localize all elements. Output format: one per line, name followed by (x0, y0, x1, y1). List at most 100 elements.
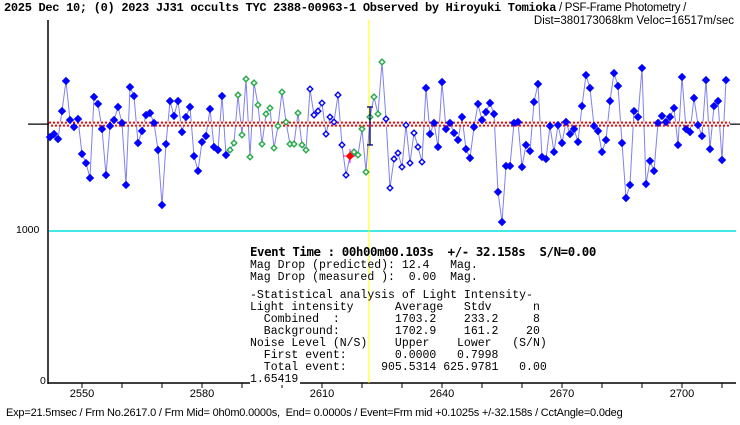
data-point (234, 91, 242, 99)
data-point (529, 97, 539, 107)
x-tick-label: 2610 (309, 388, 335, 400)
data-point (593, 126, 603, 136)
data-point (549, 147, 559, 157)
data-point (97, 124, 107, 134)
data-point (173, 96, 183, 106)
data-point (669, 103, 679, 113)
footer-info: Exp=21.5msec / Frm No.2617.0 / Frm Mid= … (6, 407, 623, 419)
data-point (433, 142, 443, 152)
data-point (469, 122, 479, 132)
data-point (105, 121, 115, 131)
data-point (477, 115, 487, 125)
data-point (326, 113, 334, 121)
data-point (217, 91, 227, 101)
data-point (637, 63, 647, 73)
data-point (338, 141, 346, 149)
data-point (117, 118, 127, 128)
x-tick-label: 2640 (429, 388, 455, 400)
data-point (521, 140, 531, 150)
data-point (697, 131, 707, 141)
data-point (242, 75, 250, 83)
data-point (306, 85, 314, 93)
data-point (246, 153, 254, 161)
data-point (429, 118, 439, 128)
data-point (113, 102, 123, 112)
data-point (330, 118, 338, 126)
data-point (201, 131, 211, 141)
data-point (238, 131, 246, 139)
data-point (394, 149, 402, 157)
data-point (645, 156, 655, 166)
data-point (525, 146, 535, 156)
data-point (250, 79, 258, 87)
data-point (254, 101, 262, 109)
data-point (185, 102, 195, 112)
data-point (414, 143, 422, 151)
data-point (145, 108, 155, 118)
data-point (601, 135, 611, 145)
y-tick-label: 0 (40, 375, 46, 387)
data-point (625, 180, 635, 190)
data-point (410, 129, 418, 137)
data-point (262, 110, 270, 118)
data-point (282, 118, 290, 126)
data-point (701, 75, 711, 85)
data-point (617, 138, 627, 148)
data-point (449, 128, 459, 138)
data-point (705, 144, 715, 154)
data-point (230, 139, 238, 147)
data-point (453, 135, 463, 145)
data-point (577, 101, 587, 111)
data-point (193, 166, 203, 176)
ratio-value: 1.65419 (250, 373, 301, 386)
data-point (109, 115, 119, 125)
data-point (358, 125, 366, 133)
data-point (641, 179, 651, 189)
data-point (621, 193, 631, 203)
data-point (93, 99, 103, 109)
data-point (181, 112, 191, 122)
data-point (673, 140, 683, 150)
data-point (197, 137, 207, 147)
data-point (221, 150, 231, 160)
data-point (101, 170, 111, 180)
data-point (310, 111, 318, 119)
data-point (345, 151, 355, 161)
data-point (350, 148, 358, 156)
data-point (89, 92, 99, 102)
data-point (278, 88, 286, 96)
data-point (354, 151, 362, 159)
data-point (649, 166, 659, 176)
event-time: Event Time : 00h00m00.103s +/- 32.158s S… (250, 244, 596, 259)
data-point (294, 109, 302, 117)
data-point (513, 117, 523, 127)
title-main: 2025 Dec 10; (0) 2023 JJ31 occults TYC 2… (4, 1, 557, 15)
data-point (441, 124, 451, 134)
data-point (425, 129, 435, 139)
data-point (465, 153, 475, 163)
data-point (298, 141, 306, 149)
data-point (406, 159, 414, 167)
data-point (53, 134, 63, 144)
data-point (713, 96, 723, 106)
data-point (133, 138, 143, 148)
data-point (657, 111, 667, 121)
data-point (402, 121, 410, 129)
data-point (677, 72, 687, 82)
data-point (557, 138, 567, 148)
data-point (585, 83, 595, 93)
data-point (629, 106, 639, 116)
data-point (69, 122, 79, 132)
data-point (581, 70, 591, 80)
mag-drop-predicted: Mag Drop (predicted): 12.4 Mag. (250, 259, 478, 272)
data-point (533, 79, 543, 89)
mag-drop-measured: Mag Drop (measured ): 0.00 Mag. (250, 271, 478, 284)
data-point (721, 75, 731, 85)
data-point (258, 140, 266, 148)
distance-velocity: Dist=380173068km Veloc=16517m/sec (533, 15, 734, 27)
data-point (613, 81, 623, 91)
data-point (653, 118, 663, 128)
title-suffix: / PSF-Frame Photometry / (556, 2, 687, 14)
data-point (493, 187, 503, 197)
